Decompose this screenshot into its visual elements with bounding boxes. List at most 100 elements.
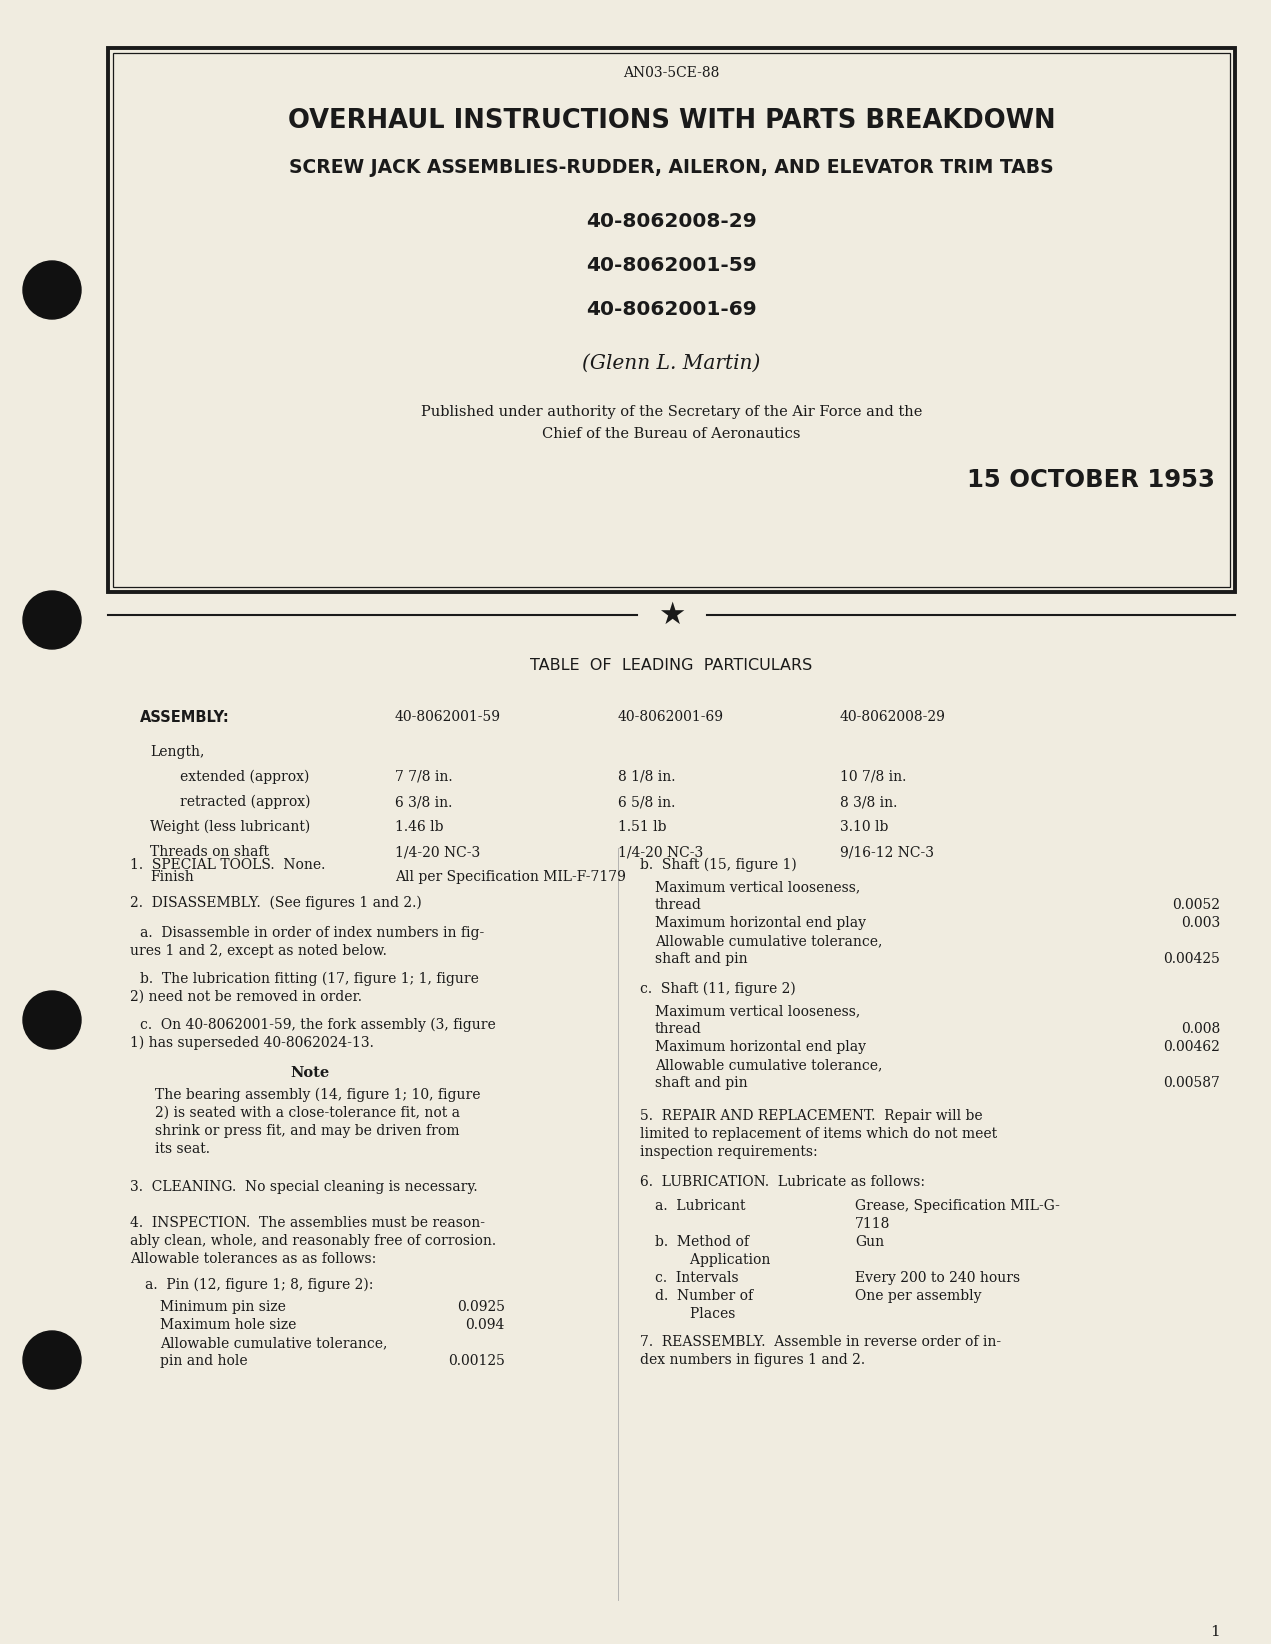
Text: 40-8062001-69: 40-8062001-69 bbox=[586, 299, 756, 319]
Text: ably clean, whole, and reasonably free of corrosion.: ably clean, whole, and reasonably free o… bbox=[130, 1235, 496, 1248]
Text: Maximum vertical looseness,: Maximum vertical looseness, bbox=[655, 1004, 860, 1018]
Text: 1: 1 bbox=[1210, 1624, 1220, 1639]
Text: c.  On 40-8062001-59, the fork assembly (3, figure: c. On 40-8062001-59, the fork assembly (… bbox=[140, 1018, 496, 1032]
Text: shrink or press fit, and may be driven from: shrink or press fit, and may be driven f… bbox=[155, 1124, 460, 1138]
Text: AN03-5CE-88: AN03-5CE-88 bbox=[623, 66, 719, 81]
Text: 1) has superseded 40-8062024-13.: 1) has superseded 40-8062024-13. bbox=[130, 1036, 374, 1051]
Text: Chief of the Bureau of Aeronautics: Chief of the Bureau of Aeronautics bbox=[543, 427, 801, 441]
Text: 2) need not be removed in order.: 2) need not be removed in order. bbox=[130, 990, 362, 1004]
Text: Maximum horizontal end play: Maximum horizontal end play bbox=[655, 916, 866, 931]
Text: 0.0052: 0.0052 bbox=[1172, 898, 1220, 912]
Text: ures 1 and 2, except as noted below.: ures 1 and 2, except as noted below. bbox=[130, 944, 386, 958]
Text: 6 5/8 in.: 6 5/8 in. bbox=[618, 796, 675, 809]
Text: 0.0925: 0.0925 bbox=[458, 1300, 505, 1314]
Text: 4.  INSPECTION.  The assemblies must be reason-: 4. INSPECTION. The assemblies must be re… bbox=[130, 1217, 486, 1230]
Text: Places: Places bbox=[655, 1307, 736, 1322]
Text: dex numbers in figures 1 and 2.: dex numbers in figures 1 and 2. bbox=[641, 1353, 866, 1368]
Text: Allowable tolerances as as follows:: Allowable tolerances as as follows: bbox=[130, 1253, 376, 1266]
Text: shaft and pin: shaft and pin bbox=[655, 1077, 747, 1090]
Text: SCREW JACK ASSEMBLIES-RUDDER, AILERON, AND ELEVATOR TRIM TABS: SCREW JACK ASSEMBLIES-RUDDER, AILERON, A… bbox=[290, 158, 1054, 178]
Text: 40-8062001-59: 40-8062001-59 bbox=[586, 256, 756, 275]
Text: (Glenn L. Martin): (Glenn L. Martin) bbox=[582, 353, 760, 373]
Text: a.  Pin (12, figure 1; 8, figure 2):: a. Pin (12, figure 1; 8, figure 2): bbox=[145, 1277, 374, 1292]
Text: ★: ★ bbox=[658, 600, 685, 630]
Text: limited to replacement of items which do not meet: limited to replacement of items which do… bbox=[641, 1128, 998, 1141]
Text: Every 200 to 240 hours: Every 200 to 240 hours bbox=[855, 1271, 1021, 1286]
Text: pin and hole: pin and hole bbox=[160, 1355, 248, 1368]
Text: inspection requirements:: inspection requirements: bbox=[641, 1144, 817, 1159]
Text: 6.  LUBRICATION.  Lubricate as follows:: 6. LUBRICATION. Lubricate as follows: bbox=[641, 1175, 925, 1189]
Text: 0.003: 0.003 bbox=[1181, 916, 1220, 931]
Text: Minimum pin size: Minimum pin size bbox=[160, 1300, 286, 1314]
Text: thread: thread bbox=[655, 898, 702, 912]
Text: 1.46 lb: 1.46 lb bbox=[395, 820, 444, 834]
Text: Allowable cumulative tolerance,: Allowable cumulative tolerance, bbox=[160, 1337, 388, 1350]
Text: Length,: Length, bbox=[150, 745, 205, 760]
Text: c.  Shaft (11, figure 2): c. Shaft (11, figure 2) bbox=[641, 981, 796, 996]
Text: Application: Application bbox=[655, 1253, 770, 1268]
Text: 2) is seated with a close-tolerance fit, not a: 2) is seated with a close-tolerance fit,… bbox=[155, 1106, 460, 1120]
Text: shaft and pin: shaft and pin bbox=[655, 952, 747, 967]
Text: 40-8062001-59: 40-8062001-59 bbox=[395, 710, 501, 723]
Text: a.  Lubricant: a. Lubricant bbox=[655, 1198, 746, 1213]
Text: 0.00425: 0.00425 bbox=[1163, 952, 1220, 967]
Text: TABLE  OF  LEADING  PARTICULARS: TABLE OF LEADING PARTICULARS bbox=[530, 658, 812, 672]
Text: Gun: Gun bbox=[855, 1235, 885, 1249]
Text: retracted (approx): retracted (approx) bbox=[180, 796, 310, 809]
Text: 3.10 lb: 3.10 lb bbox=[840, 820, 888, 834]
Text: 0.00587: 0.00587 bbox=[1163, 1077, 1220, 1090]
Circle shape bbox=[23, 1332, 81, 1389]
Text: Maximum hole size: Maximum hole size bbox=[160, 1318, 296, 1332]
Text: b.  Shaft (15, figure 1): b. Shaft (15, figure 1) bbox=[641, 858, 797, 873]
Text: Finish: Finish bbox=[150, 870, 193, 884]
Text: Threads on shaft: Threads on shaft bbox=[150, 845, 269, 860]
Text: Note: Note bbox=[290, 1065, 329, 1080]
Text: Grease, Specification MIL-G-: Grease, Specification MIL-G- bbox=[855, 1198, 1060, 1213]
Text: All per Specification MIL-F-7179: All per Specification MIL-F-7179 bbox=[395, 870, 625, 884]
Text: One per assembly: One per assembly bbox=[855, 1289, 981, 1304]
Text: 1.51 lb: 1.51 lb bbox=[618, 820, 666, 834]
Text: 3.  CLEANING.  No special cleaning is necessary.: 3. CLEANING. No special cleaning is nece… bbox=[130, 1180, 478, 1194]
Text: 1/4-20 NC-3: 1/4-20 NC-3 bbox=[618, 845, 703, 860]
Text: 0.00462: 0.00462 bbox=[1163, 1041, 1220, 1054]
Bar bbox=[108, 48, 1235, 592]
Text: d.  Number of: d. Number of bbox=[655, 1289, 754, 1304]
Text: Allowable cumulative tolerance,: Allowable cumulative tolerance, bbox=[655, 934, 882, 949]
Text: 10 7/8 in.: 10 7/8 in. bbox=[840, 769, 906, 784]
Text: 15 OCTOBER 1953: 15 OCTOBER 1953 bbox=[967, 469, 1215, 492]
Text: 9/16-12 NC-3: 9/16-12 NC-3 bbox=[840, 845, 934, 860]
Text: 40-8062001-69: 40-8062001-69 bbox=[618, 710, 724, 723]
Text: 7118: 7118 bbox=[855, 1217, 891, 1231]
Text: 0.094: 0.094 bbox=[465, 1318, 505, 1332]
Text: 8 1/8 in.: 8 1/8 in. bbox=[618, 769, 675, 784]
Text: The bearing assembly (14, figure 1; 10, figure: The bearing assembly (14, figure 1; 10, … bbox=[155, 1088, 480, 1103]
Text: b.  The lubrication fitting (17, figure 1; 1, figure: b. The lubrication fitting (17, figure 1… bbox=[140, 972, 479, 986]
Circle shape bbox=[23, 261, 81, 319]
Circle shape bbox=[23, 991, 81, 1049]
Text: b.  Method of: b. Method of bbox=[655, 1235, 749, 1249]
Text: its seat.: its seat. bbox=[155, 1143, 210, 1156]
Text: Allowable cumulative tolerance,: Allowable cumulative tolerance, bbox=[655, 1059, 882, 1072]
Text: 7 7/8 in.: 7 7/8 in. bbox=[395, 769, 452, 784]
Text: 40-8062008-29: 40-8062008-29 bbox=[586, 212, 756, 232]
Text: 7.  REASSEMBLY.  Assemble in reverse order of in-: 7. REASSEMBLY. Assemble in reverse order… bbox=[641, 1335, 1002, 1350]
Text: Published under authority of the Secretary of the Air Force and the: Published under authority of the Secreta… bbox=[421, 404, 923, 419]
Text: 1.  SPECIAL TOOLS.  None.: 1. SPECIAL TOOLS. None. bbox=[130, 858, 325, 871]
Bar bbox=[113, 53, 1230, 587]
Text: 8 3/8 in.: 8 3/8 in. bbox=[840, 796, 897, 809]
Text: a.  Disassemble in order of index numbers in fig-: a. Disassemble in order of index numbers… bbox=[140, 926, 484, 940]
Text: ASSEMBLY:: ASSEMBLY: bbox=[140, 710, 230, 725]
Text: Weight (less lubricant): Weight (less lubricant) bbox=[150, 820, 310, 835]
Text: 2.  DISASSEMBLY.  (See figures 1 and 2.): 2. DISASSEMBLY. (See figures 1 and 2.) bbox=[130, 896, 422, 911]
Text: OVERHAUL INSTRUCTIONS WITH PARTS BREAKDOWN: OVERHAUL INSTRUCTIONS WITH PARTS BREAKDO… bbox=[287, 109, 1055, 135]
Text: Maximum horizontal end play: Maximum horizontal end play bbox=[655, 1041, 866, 1054]
Text: 40-8062008-29: 40-8062008-29 bbox=[840, 710, 946, 723]
Text: thread: thread bbox=[655, 1023, 702, 1036]
Text: 0.00125: 0.00125 bbox=[449, 1355, 505, 1368]
Text: 5.  REPAIR AND REPLACEMENT.  Repair will be: 5. REPAIR AND REPLACEMENT. Repair will b… bbox=[641, 1110, 982, 1123]
Text: c.  Intervals: c. Intervals bbox=[655, 1271, 738, 1286]
Text: 6 3/8 in.: 6 3/8 in. bbox=[395, 796, 452, 809]
Text: extended (approx): extended (approx) bbox=[180, 769, 309, 784]
Text: Maximum vertical looseness,: Maximum vertical looseness, bbox=[655, 880, 860, 894]
Text: 1/4-20 NC-3: 1/4-20 NC-3 bbox=[395, 845, 480, 860]
